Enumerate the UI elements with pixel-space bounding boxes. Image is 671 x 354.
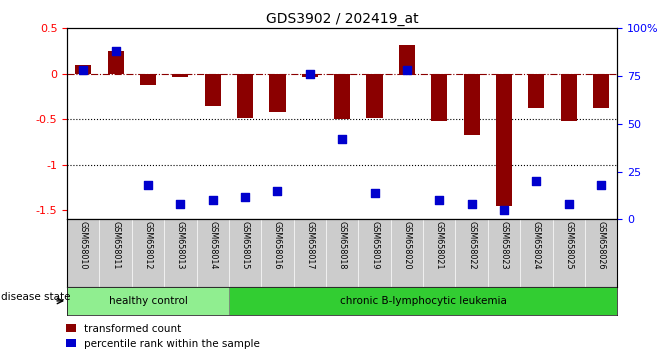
Text: GSM658019: GSM658019	[370, 222, 379, 270]
Text: GSM658018: GSM658018	[338, 222, 347, 270]
Bar	[237, 74, 253, 118]
Bar	[366, 74, 382, 118]
Point	[434, 198, 445, 203]
Point	[110, 48, 121, 54]
Text: GSM658020: GSM658020	[403, 222, 411, 270]
Bar	[431, 74, 448, 121]
Bar	[75, 65, 91, 74]
Text: GSM658022: GSM658022	[467, 222, 476, 270]
Bar	[302, 74, 318, 76]
Bar	[67, 287, 229, 315]
Text: disease state: disease state	[1, 292, 71, 302]
Text: GSM658025: GSM658025	[564, 222, 573, 270]
Text: GSM658026: GSM658026	[597, 222, 606, 270]
Bar	[229, 287, 617, 315]
Text: GSM658023: GSM658023	[499, 222, 509, 270]
Bar	[205, 74, 221, 106]
Point	[596, 182, 607, 188]
Point	[143, 182, 154, 188]
Point	[305, 72, 315, 77]
Text: GSM658014: GSM658014	[208, 222, 217, 270]
Text: chronic B-lymphocytic leukemia: chronic B-lymphocytic leukemia	[340, 296, 507, 306]
Bar	[334, 74, 350, 119]
Point	[369, 190, 380, 195]
Text: GSM658012: GSM658012	[144, 222, 152, 270]
Bar	[593, 74, 609, 108]
Bar	[172, 74, 189, 78]
Text: GSM658015: GSM658015	[241, 222, 250, 270]
Bar	[269, 74, 286, 112]
Text: GSM658021: GSM658021	[435, 222, 444, 270]
Point	[499, 207, 509, 213]
Text: GSM658010: GSM658010	[79, 222, 88, 270]
Text: GSM658013: GSM658013	[176, 222, 185, 270]
Text: GSM658017: GSM658017	[305, 222, 314, 270]
Bar	[496, 74, 512, 206]
Bar	[528, 74, 544, 108]
Bar	[464, 74, 480, 135]
Bar	[561, 74, 577, 121]
Point	[564, 201, 574, 207]
Point	[207, 198, 218, 203]
Point	[78, 68, 89, 73]
Title: GDS3902 / 202419_at: GDS3902 / 202419_at	[266, 12, 419, 26]
Point	[401, 68, 412, 73]
Text: GSM658011: GSM658011	[111, 222, 120, 270]
Bar	[140, 74, 156, 85]
Point	[240, 194, 250, 199]
Point	[466, 201, 477, 207]
Point	[337, 136, 348, 142]
Legend: transformed count, percentile rank within the sample: transformed count, percentile rank withi…	[66, 324, 260, 349]
Point	[531, 178, 541, 184]
Text: GSM658016: GSM658016	[273, 222, 282, 270]
Text: GSM658024: GSM658024	[532, 222, 541, 270]
Point	[272, 188, 283, 194]
Point	[175, 201, 186, 207]
Bar	[399, 45, 415, 74]
Bar	[107, 51, 123, 74]
Text: healthy control: healthy control	[109, 296, 187, 306]
